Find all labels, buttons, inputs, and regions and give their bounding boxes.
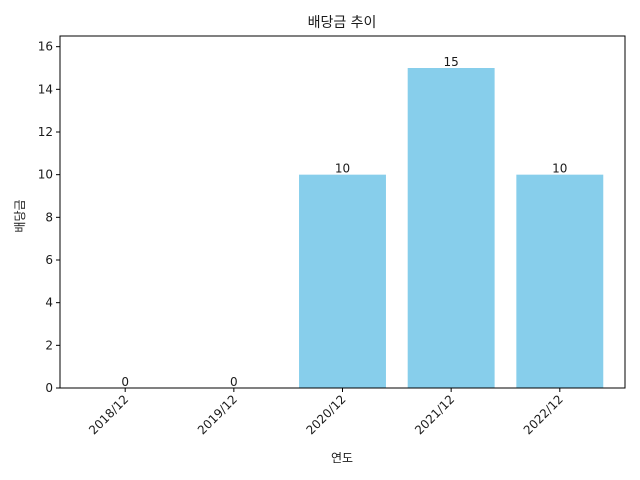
data-label: 10 xyxy=(552,162,567,176)
x-axis-label: 연도 xyxy=(331,451,353,465)
x-tick-label: 2018/12 xyxy=(86,392,131,437)
y-tick-label: 12 xyxy=(38,125,53,139)
data-label: 0 xyxy=(230,375,238,389)
data-label: 15 xyxy=(444,55,459,69)
y-tick-label: 8 xyxy=(45,210,53,224)
chart-title: 배당금 추이 xyxy=(308,15,377,31)
y-tick-label: 4 xyxy=(45,296,53,310)
y-tick-label: 14 xyxy=(38,82,53,96)
y-tick-label: 0 xyxy=(45,381,53,395)
bar-2020/12 xyxy=(299,174,386,388)
x-tick-label: 2019/12 xyxy=(195,392,240,437)
y-tick-label: 10 xyxy=(38,168,53,182)
bar-2021/12 xyxy=(407,68,495,388)
x-tick-label: 2020/12 xyxy=(303,392,348,437)
bar-2022/12 xyxy=(516,174,604,388)
data-label: 0 xyxy=(121,375,129,389)
plot-area: 0 0 10 15 10 0 2 4 6 8 10 12 14 16 2018/12 2019/12 2020/… xyxy=(38,35,626,437)
y-tick-label: 2 xyxy=(45,338,53,352)
data-label: 10 xyxy=(335,162,350,176)
x-tick-label: 2021/12 xyxy=(412,392,457,437)
y-axis-label: 배당금 xyxy=(13,199,27,232)
y-tick-label: 16 xyxy=(38,40,53,54)
x-tick-label: 2022/12 xyxy=(521,392,566,437)
y-tick-label: 6 xyxy=(45,253,53,267)
